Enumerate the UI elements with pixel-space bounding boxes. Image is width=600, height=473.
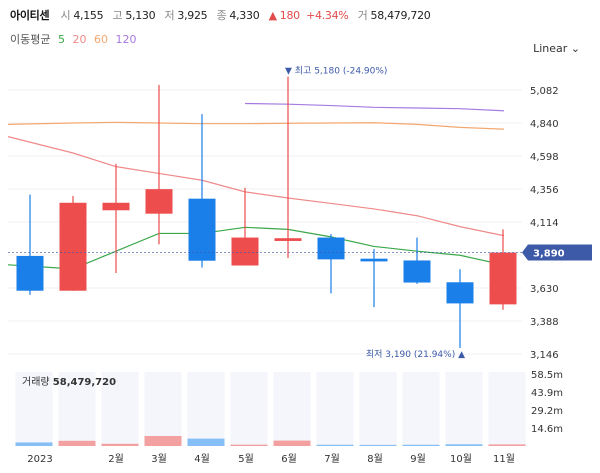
volume-column-bg bbox=[144, 372, 182, 446]
candle-body bbox=[403, 260, 431, 283]
volume-bar bbox=[58, 440, 96, 446]
change-percent: +4.34% bbox=[306, 9, 349, 22]
y-tick-label: 4,114 bbox=[530, 218, 559, 229]
volume-bar bbox=[359, 444, 397, 446]
high-annotation: ▼ 최고 5,180 (-24.90%) bbox=[285, 66, 387, 77]
volume-tick-label: 14.6m bbox=[531, 424, 563, 435]
x-tick-label: 9월 bbox=[410, 453, 426, 465]
y-tick-label: 3,630 bbox=[530, 284, 559, 295]
volume-label: 거 bbox=[357, 9, 368, 22]
low-label: 저 bbox=[164, 9, 175, 22]
x-tick-label: 10월 bbox=[450, 453, 472, 465]
volume-bar bbox=[187, 438, 225, 446]
change-value: 180 bbox=[279, 9, 300, 22]
open-label: 시 bbox=[60, 9, 71, 22]
volume-bar bbox=[488, 444, 526, 446]
volume-column-bg bbox=[187, 372, 225, 446]
y-tick-label: 4,356 bbox=[530, 185, 559, 196]
stock-header: 아이티센 시 4,155 고 5,130 저 3,925 종 4,330 ▲ 180 +4… bbox=[0, 0, 600, 60]
ma-legend-20[interactable]: 20 bbox=[72, 33, 87, 46]
y-tick-label: 4,598 bbox=[530, 152, 559, 163]
ma-legend-5[interactable]: 5 bbox=[57, 33, 65, 46]
volume-column-bg bbox=[488, 372, 526, 446]
x-tick-label: 6월 bbox=[281, 453, 297, 465]
volume-bar bbox=[316, 444, 354, 446]
volume-value: 58,479,720 bbox=[370, 9, 431, 22]
candle-body bbox=[145, 189, 173, 214]
y-tick-label: 3,388 bbox=[530, 317, 559, 328]
high-label: 고 bbox=[112, 9, 123, 22]
volume-column-bg bbox=[101, 372, 139, 446]
volume-column-bg bbox=[273, 372, 311, 446]
candle-body bbox=[188, 198, 216, 261]
x-tick-label: 3월 bbox=[151, 453, 167, 465]
open-value: 4,155 bbox=[73, 9, 104, 22]
volume-bar bbox=[445, 444, 483, 446]
x-tick-label: 2023 bbox=[27, 454, 52, 465]
x-tick-label: 4월 bbox=[194, 453, 210, 465]
volume-column-bg bbox=[359, 372, 397, 446]
volume-title-value: 58,479,720 bbox=[53, 377, 116, 388]
x-tick-label: 8월 bbox=[367, 453, 383, 465]
current-price-tag bbox=[522, 244, 592, 261]
volume-bar bbox=[273, 440, 311, 446]
ma-legend-title: 이동평균 bbox=[10, 33, 51, 46]
ohlc-summary: 아이티센 시 4,155 고 5,130 저 3,925 종 4,330 ▲ 180 +4… bbox=[10, 7, 436, 23]
change-arrow-icon: ▲ bbox=[268, 9, 277, 22]
scale-dropdown-button[interactable]: Linear ⌄ bbox=[533, 42, 580, 55]
volume-column-bg bbox=[316, 372, 354, 446]
stock-name: 아이티센 bbox=[10, 9, 50, 22]
x-tick-label: 7월 bbox=[324, 453, 340, 465]
candle-body bbox=[489, 252, 517, 305]
chevron-down-icon: ⌄ bbox=[570, 42, 580, 55]
scale-label: Linear bbox=[533, 42, 568, 55]
volume-tick-label: 29.2m bbox=[531, 406, 563, 417]
high-value: 5,130 bbox=[125, 9, 156, 22]
candle-body bbox=[274, 238, 302, 241]
volume-bar bbox=[402, 444, 440, 446]
close-value: 4,330 bbox=[229, 9, 260, 22]
candle-body bbox=[446, 282, 474, 304]
volume-tick-label: 58.5m bbox=[531, 370, 563, 381]
volume-title-label: 거래량 bbox=[22, 376, 53, 388]
volume-title: 거래량 58,479,720 bbox=[22, 376, 116, 388]
volume-bar bbox=[230, 444, 268, 446]
candle-body bbox=[59, 202, 87, 291]
y-tick-label: 4,840 bbox=[530, 119, 559, 130]
volume-bar bbox=[15, 442, 53, 446]
low-value: 3,925 bbox=[177, 9, 208, 22]
volume-tick-label: 43.9m bbox=[531, 388, 563, 399]
y-tick-label: 5,082 bbox=[530, 86, 559, 97]
volume-column-bg bbox=[402, 372, 440, 446]
y-tick-label: 3,146 bbox=[530, 350, 559, 361]
x-tick-label: 5월 bbox=[238, 453, 254, 465]
x-tick-label: 2월 bbox=[108, 453, 124, 465]
x-tick-label: 11월 bbox=[493, 453, 515, 465]
volume-column-bg bbox=[445, 372, 483, 446]
candle-body bbox=[360, 258, 388, 262]
volume-column-bg bbox=[15, 372, 53, 446]
candle-body bbox=[317, 237, 345, 260]
ma-legend-60[interactable]: 60 bbox=[93, 33, 108, 46]
ma-legend-120[interactable]: 120 bbox=[115, 33, 137, 46]
volume-column-bg bbox=[58, 372, 96, 446]
close-label: 종 bbox=[216, 9, 227, 22]
ma120-line bbox=[244, 102, 504, 112]
candle-body bbox=[231, 237, 259, 266]
candle-body bbox=[102, 202, 130, 211]
current-price-label: 3,890 bbox=[533, 249, 565, 260]
volume-column-bg bbox=[230, 372, 268, 446]
candle-body bbox=[16, 255, 44, 291]
low-annotation: 최저 3,190 (21.94%) ▲ bbox=[366, 349, 465, 360]
moving-average-legend: 이동평균 5 20 60 120 bbox=[10, 31, 140, 47]
volume-bar bbox=[144, 436, 182, 446]
volume-bar bbox=[101, 443, 139, 446]
